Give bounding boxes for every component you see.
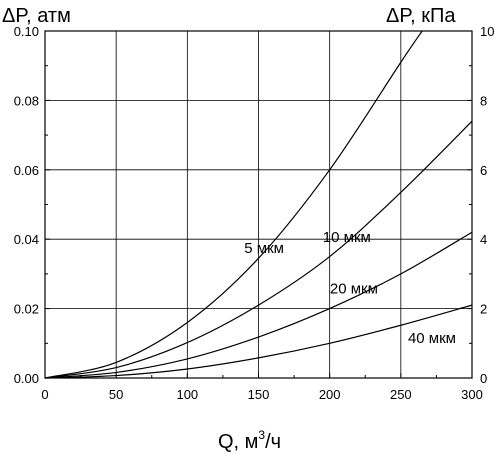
y-tick-label-right: 2: [480, 302, 487, 317]
y-axis-title-right: ΔP, кПа: [386, 5, 456, 27]
series-label-3: 20 мкм: [330, 281, 378, 298]
x-tick-label: 200: [319, 387, 341, 402]
plot-frame: [44, 30, 473, 379]
series-line-1: [44, 30, 423, 379]
x-axis-title-suffix: /ч: [265, 431, 281, 453]
series-line-3: [44, 231, 473, 379]
y-axis-title-left: ΔP, атм: [2, 5, 71, 27]
x-tick-label: 150: [248, 387, 270, 402]
x-tick-label: 0: [41, 387, 48, 402]
x-tick-label: 250: [390, 387, 412, 402]
y-tick-label-right: 4: [480, 232, 487, 247]
y-tick-label-right: 10: [480, 24, 494, 39]
series-line-4: [44, 304, 473, 379]
x-tick-label: 50: [109, 387, 123, 402]
y-tick-label-left: 0.02: [14, 302, 39, 317]
y-tick-label-left: 0.08: [14, 93, 39, 108]
x-axis-title-sup: 3: [258, 428, 265, 442]
y-tick-label-left: 0.10: [14, 24, 39, 39]
y-tick-label-right: 8: [480, 93, 487, 108]
y-tick-label-left: 0.00: [14, 371, 39, 386]
x-tick-label: 100: [176, 387, 198, 402]
grid: [45, 31, 472, 378]
series-label-4: 40 мкм: [408, 330, 456, 347]
series-line-2: [44, 120, 473, 379]
y-tick-label-right: 0: [480, 371, 487, 386]
series-label-2: 10 мкм: [323, 229, 371, 246]
y-tick-label-left: 0.06: [14, 163, 39, 178]
y-tick-label-left: 0.04: [14, 232, 39, 247]
x-axis-title: Q, м3/ч: [218, 428, 281, 453]
y-tick-label-right: 6: [480, 163, 487, 178]
x-tick-label: 300: [461, 387, 483, 402]
series-label-1: 5 мкм: [244, 240, 284, 257]
curve-labels: 5 мкм 10 мкм 20 мкм 40 мкм: [244, 229, 456, 347]
series-lines: [44, 30, 473, 379]
